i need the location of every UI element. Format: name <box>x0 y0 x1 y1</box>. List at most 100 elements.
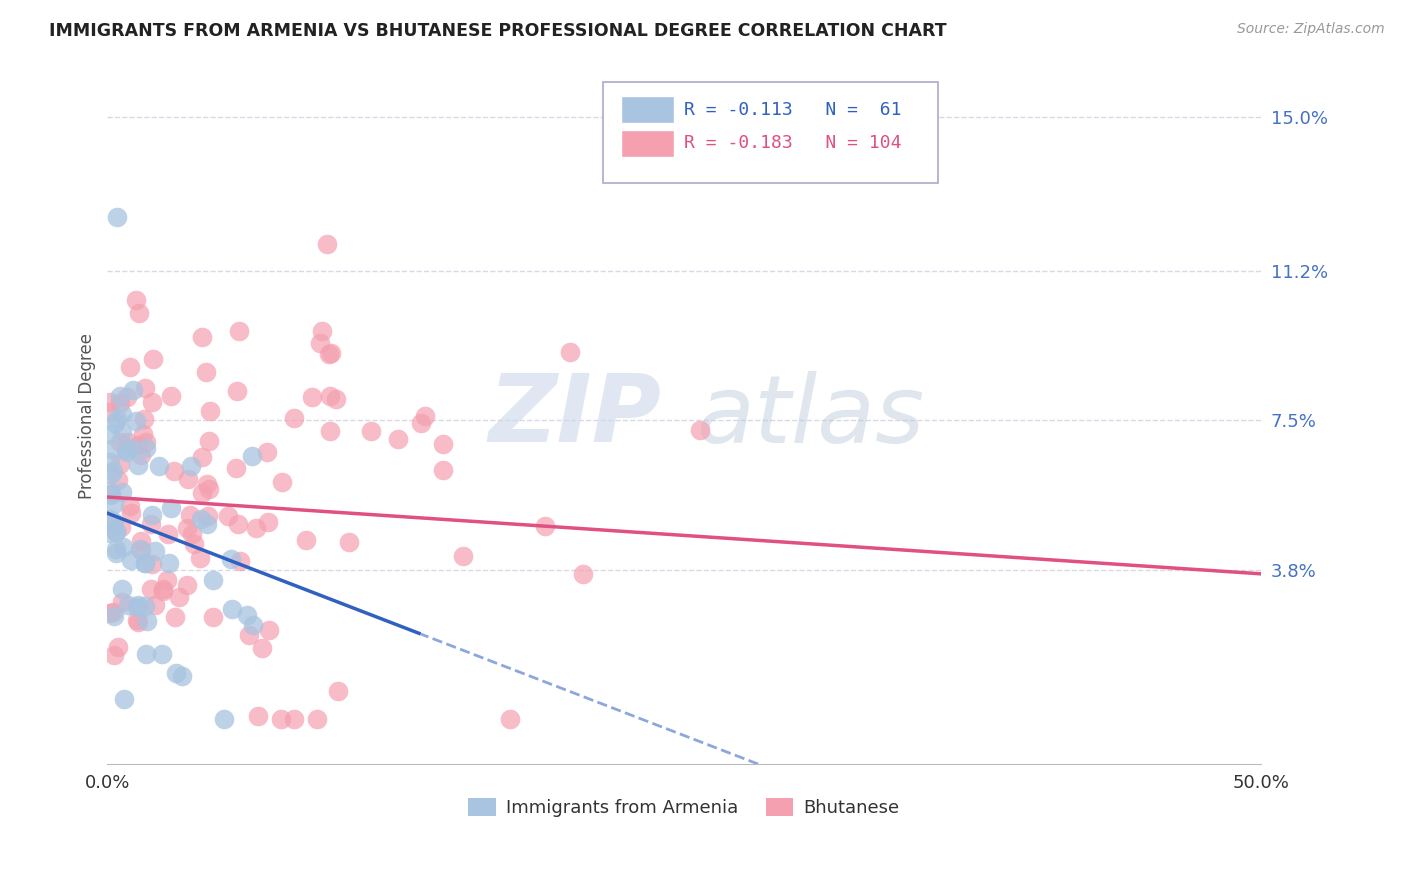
Point <box>143 599 166 613</box>
Point <box>195 365 218 379</box>
Point <box>177 472 200 486</box>
Point <box>107 473 129 487</box>
Point <box>197 509 219 524</box>
Point <box>198 404 221 418</box>
Point <box>319 389 342 403</box>
Point <box>135 614 157 628</box>
Point <box>301 390 323 404</box>
Point <box>104 525 127 540</box>
Point <box>111 407 134 421</box>
Point <box>176 521 198 535</box>
Point <box>98 405 121 419</box>
Point <box>229 554 252 568</box>
Text: ZIP: ZIP <box>488 370 661 462</box>
Point <box>98 525 121 540</box>
Point <box>110 520 132 534</box>
Point <box>110 434 132 449</box>
Point <box>108 395 131 409</box>
Point <box>221 602 243 616</box>
Point <box>131 542 153 557</box>
Point <box>118 499 141 513</box>
Point <box>318 424 340 438</box>
Point <box>163 464 186 478</box>
Point <box>315 236 337 251</box>
Point <box>108 389 131 403</box>
Point <box>326 683 349 698</box>
Point <box>197 482 219 496</box>
Point <box>110 595 132 609</box>
Point <box>103 497 125 511</box>
Point <box>104 542 127 557</box>
Point <box>170 669 193 683</box>
Point <box>100 442 122 456</box>
Point <box>387 433 409 447</box>
Point <box>98 395 121 409</box>
Point <box>202 573 225 587</box>
Point <box>242 617 264 632</box>
Point <box>257 624 280 638</box>
Point <box>256 445 278 459</box>
Point <box>226 384 249 398</box>
Point <box>121 383 143 397</box>
Point <box>318 347 340 361</box>
Point <box>118 360 141 375</box>
Point <box>127 599 149 614</box>
Point <box>103 609 125 624</box>
Point <box>198 434 221 448</box>
Point <box>246 709 269 723</box>
Point <box>103 648 125 662</box>
Point <box>134 411 156 425</box>
Point <box>120 441 142 455</box>
Point <box>117 434 139 449</box>
Point <box>98 607 121 621</box>
Point <box>107 640 129 654</box>
Point <box>560 345 582 359</box>
Point <box>156 573 179 587</box>
Point <box>100 467 122 482</box>
Point <box>225 460 247 475</box>
Point <box>127 598 149 612</box>
Point <box>98 512 121 526</box>
Legend: Immigrants from Armenia, Bhutanese: Immigrants from Armenia, Bhutanese <box>461 790 907 824</box>
Point <box>183 537 205 551</box>
Point <box>141 582 163 596</box>
Point <box>115 442 138 457</box>
Text: IMMIGRANTS FROM ARMENIA VS BHUTANESE PROFESSIONAL DEGREE CORRELATION CHART: IMMIGRANTS FROM ARMENIA VS BHUTANESE PRO… <box>49 22 946 40</box>
Point <box>191 450 214 464</box>
Point <box>129 541 152 556</box>
Point <box>127 615 149 629</box>
Point <box>413 409 436 423</box>
Point <box>283 712 305 726</box>
Text: Source: ZipAtlas.com: Source: ZipAtlas.com <box>1237 22 1385 37</box>
Point <box>127 438 149 452</box>
Point <box>157 556 180 570</box>
Point <box>98 426 121 441</box>
Text: R = -0.183   N = 104: R = -0.183 N = 104 <box>685 134 901 152</box>
Point <box>337 535 360 549</box>
Point <box>176 578 198 592</box>
Point <box>163 610 186 624</box>
Point <box>135 434 157 449</box>
Point <box>152 584 174 599</box>
Point <box>236 607 259 622</box>
Point <box>432 463 454 477</box>
Point <box>238 628 260 642</box>
Text: atlas: atlas <box>696 371 924 462</box>
Point <box>117 598 139 612</box>
Point <box>283 410 305 425</box>
Point <box>160 500 183 515</box>
Point <box>498 712 520 726</box>
Point <box>142 352 165 367</box>
Point <box>534 519 557 533</box>
Point <box>160 388 183 402</box>
Point <box>360 424 382 438</box>
Point <box>103 516 125 530</box>
Point <box>148 458 170 473</box>
Point <box>257 515 280 529</box>
Point <box>165 665 187 680</box>
Point <box>105 412 128 426</box>
Point <box>111 485 134 500</box>
Point <box>169 590 191 604</box>
Point <box>98 488 121 502</box>
Point <box>98 455 121 469</box>
